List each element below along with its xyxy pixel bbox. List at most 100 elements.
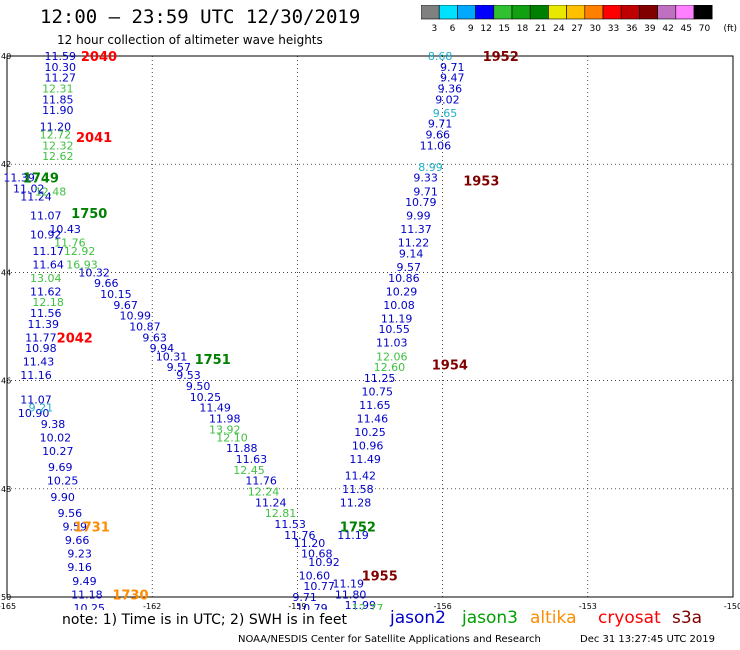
wave-height-value: 9.23 [67, 548, 92, 561]
wave-height-value: 9.21 [29, 402, 54, 415]
pass-time-label: 1731 [74, 521, 110, 536]
colorbar-label: 27 [571, 24, 582, 34]
colorbar-label: 33 [608, 24, 619, 34]
wave-height-value: 10.86 [388, 272, 420, 285]
lon-tick-label: -162 [143, 602, 161, 610]
wave-height-value: 13.92 [209, 423, 241, 436]
pass-time-label: 1750 [71, 207, 107, 222]
wave-height-value: 11.49 [349, 453, 381, 466]
wave-height-value: 11.76 [284, 529, 316, 542]
wave-height-value: 12.10 [216, 431, 248, 444]
wave-height-value: 11.07 [30, 210, 62, 223]
wave-height-value: 10.60 [299, 569, 331, 582]
wave-height-value: 9.56 [58, 507, 83, 520]
colorbar-label: 6 [450, 24, 456, 34]
lat-tick-label: 50 [1, 593, 11, 602]
wave-height-value: 9.59 [63, 521, 88, 534]
wave-height-value: 11.64 [32, 258, 64, 271]
satellite-legend-jason3: jason3 [462, 608, 518, 628]
wave-height-value: 11.80 [335, 588, 367, 601]
wave-height-value: 10.99 [120, 310, 152, 323]
lon-tick-label: -150 [724, 602, 740, 610]
pass-time-label: 1953 [463, 174, 499, 189]
wave-height-value: 11.07 [20, 394, 52, 407]
wave-height-value: 11.63 [236, 453, 268, 466]
wave-height-value: 11.03 [376, 337, 408, 350]
wave-height-value: 11.65 [359, 399, 391, 412]
wave-height-value: 10.25 [354, 426, 386, 439]
wave-height-value: 9.02 [435, 93, 460, 106]
chart-title: 12:00 – 23:59 UTC 12/30/2019 [40, 6, 361, 28]
wave-height-value: 10.30 [44, 61, 76, 74]
wave-height-value: 10.90 [18, 407, 50, 420]
satellite-legend-s3a: s3a [672, 608, 703, 628]
colorbar-label: 36 [626, 24, 638, 34]
wave-height-value: 10.25 [74, 602, 106, 610]
wave-height-value: 11.98 [209, 412, 241, 425]
wave-height-value: 10.92 [308, 556, 340, 569]
wave-height-value: 11.76 [54, 237, 86, 250]
map-frame [6, 55, 734, 598]
wave-height-value: 11.02 [13, 183, 45, 196]
wave-height-value: 11.90 [42, 104, 74, 117]
colorbar-label: 24 [553, 24, 565, 34]
colorbar-label: 39 [644, 24, 656, 34]
wave-height-value: 9.71 [428, 118, 453, 131]
wave-height-value: 10.98 [25, 342, 57, 355]
wave-height-value: 11.49 [199, 402, 231, 415]
wave-height-value: 10.77 [303, 580, 335, 593]
credit-text: NOAA/NESDIS Center for Satellite Applica… [238, 634, 541, 645]
wave-height-value: 11.24 [20, 191, 52, 204]
wave-height-value: 9.94 [150, 342, 175, 355]
wave-height-value: 10.87 [129, 321, 161, 334]
wave-height-value: 11.37 [400, 223, 432, 236]
wave-height-value: 10.08 [383, 299, 415, 312]
wave-height-value: 10.92 [30, 229, 62, 242]
wave-height-value: 9.33 [413, 172, 438, 185]
colorbar-label: 70 [699, 24, 711, 34]
wave-height-value: 12.81 [265, 507, 297, 520]
wave-height-value: 9.50 [186, 380, 211, 393]
wave-height-value: 10.15 [100, 288, 132, 301]
wave-height-value: 12.92 [64, 245, 96, 258]
wave-height-value: 12.72 [40, 128, 72, 141]
wave-height-value: 9.65 [433, 107, 458, 120]
colorbar-label: 18 [517, 24, 529, 34]
wave-height-value: 11.06 [420, 139, 452, 152]
pass-time-label: 1955 [362, 569, 398, 584]
lat-tick-label: 42 [1, 160, 11, 169]
wave-height-value: 11.99 [345, 599, 377, 610]
wave-height-value: 11.77 [25, 331, 57, 344]
wave-height-value: 9.67 [113, 299, 138, 312]
wave-height-value: 10.43 [49, 223, 81, 236]
lat-tick-label: 46 [1, 377, 11, 386]
pass-time-label: 1752 [340, 521, 376, 536]
wave-height-value: 11.18 [71, 588, 103, 601]
wave-height-value: 11.28 [340, 496, 372, 509]
colorbar-label: 3 [431, 24, 437, 34]
pass-time-label: 1751 [195, 353, 231, 368]
wave-height-value: 8.99 [418, 161, 443, 174]
wave-height-value: 11.56 [30, 307, 62, 320]
wave-height-value: 11.53 [274, 518, 306, 531]
pass-time-label: 2040 [81, 50, 117, 65]
wave-height-value: 12.62 [42, 150, 74, 163]
wave-height-value: 9.71 [440, 61, 465, 74]
wave-height-value: 9.66 [94, 277, 119, 290]
wave-height-value: 11.42 [345, 469, 377, 482]
wave-height-value: 9.36 [438, 82, 463, 95]
wave-height-value: 9.47 [440, 72, 465, 85]
colorbar-unit: (ft) [723, 24, 737, 34]
pass-time-label: 2041 [76, 131, 112, 146]
wave-height-value: 9.66 [426, 128, 451, 141]
wave-height-value: 12.77 [352, 602, 384, 610]
colorbar-label: 15 [499, 24, 510, 34]
wave-height-value: 9.63 [142, 331, 167, 344]
colorbar-label: 12 [480, 24, 491, 34]
wave-height-value: 9.71 [413, 185, 438, 198]
wave-height-value: 11.58 [342, 483, 374, 496]
wave-height-value: 12.45 [233, 464, 265, 477]
wave-height-value: 10.79 [405, 196, 437, 209]
wave-height-value: 11.39 [3, 172, 35, 185]
wave-height-value: 11.62 [30, 285, 62, 298]
